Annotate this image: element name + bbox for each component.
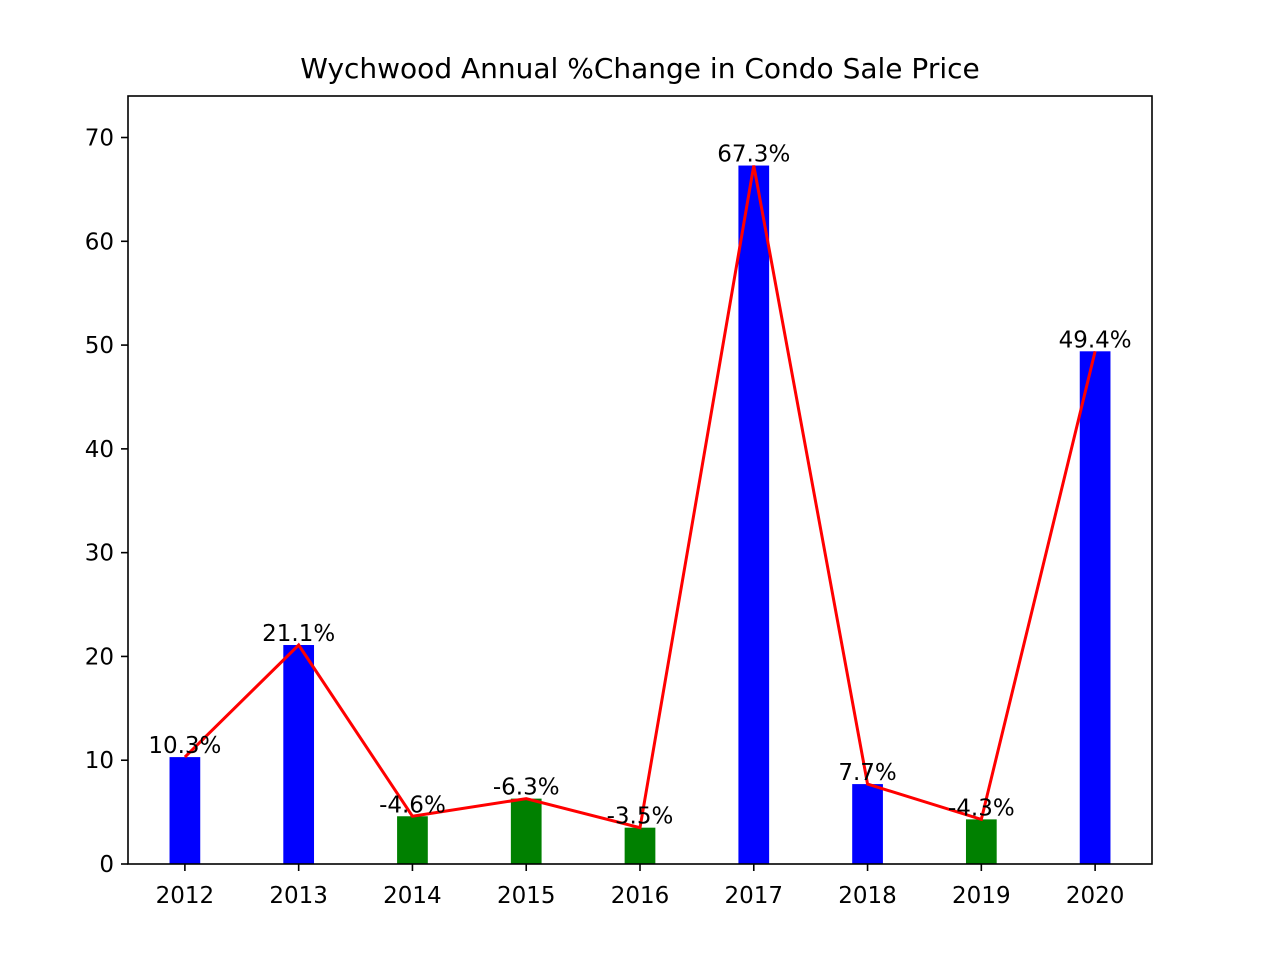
- bar-2017: [738, 165, 770, 864]
- bar-label-2013: 21.1%: [262, 621, 335, 647]
- bar-2019: [965, 819, 997, 864]
- x-tick-label-2016: 2016: [611, 883, 670, 909]
- x-tick-label-2013: 2013: [269, 883, 328, 909]
- axes-layer: 0 10 20 30 40 50 60 70 2012 2013 2014 2015 2016 2017 2…: [85, 95, 1153, 909]
- bar-label-2018: 7.7%: [838, 760, 896, 786]
- y-tick-label-30: 30: [85, 541, 114, 567]
- bar-label-2015: -6.3%: [493, 775, 560, 801]
- bar-label-2014: -4.6%: [379, 792, 446, 818]
- bar-2014: [397, 816, 428, 864]
- y-tick-label-50: 50: [85, 333, 114, 359]
- y-tick-label-20: 20: [85, 644, 114, 670]
- bar-label-2012: 10.3%: [148, 733, 221, 759]
- bar-2012: [169, 757, 201, 864]
- bar-2015: [510, 798, 542, 864]
- y-tick-label-40: 40: [85, 437, 114, 463]
- bar-label-2016: -3.5%: [607, 804, 674, 830]
- bar-2013: [283, 645, 315, 864]
- chart-title: Wychwood Annual %Change in Condo Sale Pr…: [300, 52, 979, 85]
- bar-label-2019: -4.3%: [948, 795, 1015, 821]
- bar-label-2017: 67.3%: [717, 142, 790, 168]
- x-tick-label-2020: 2020: [1066, 883, 1125, 909]
- trend-line-layer: [183, 165, 1097, 830]
- x-tick-label-2015: 2015: [497, 883, 556, 909]
- y-tick-label-0: 0: [99, 852, 114, 878]
- x-tick-label-2012: 2012: [156, 883, 215, 909]
- y-tick-label-10: 10: [85, 748, 114, 774]
- bar-2016: [624, 827, 656, 864]
- y-tick-label-70: 70: [85, 126, 114, 152]
- bar-2020: [1079, 351, 1111, 864]
- x-tick-label-2017: 2017: [725, 883, 784, 909]
- y-tick-label-60: 60: [85, 229, 114, 255]
- bar-labels-layer: 10.3% 21.1% -4.6% -6.3% -3.5% 67.3% 7.7% -4.3% 4…: [148, 142, 1131, 830]
- bar-2018: [852, 784, 883, 864]
- x-tick-label-2014: 2014: [383, 883, 442, 909]
- x-tick-label-2019: 2019: [952, 883, 1011, 909]
- trend-line: [183, 165, 1097, 830]
- bar-label-2020: 49.4%: [1059, 327, 1132, 353]
- x-tick-label-2018: 2018: [838, 883, 897, 909]
- bars-layer: [169, 165, 1111, 864]
